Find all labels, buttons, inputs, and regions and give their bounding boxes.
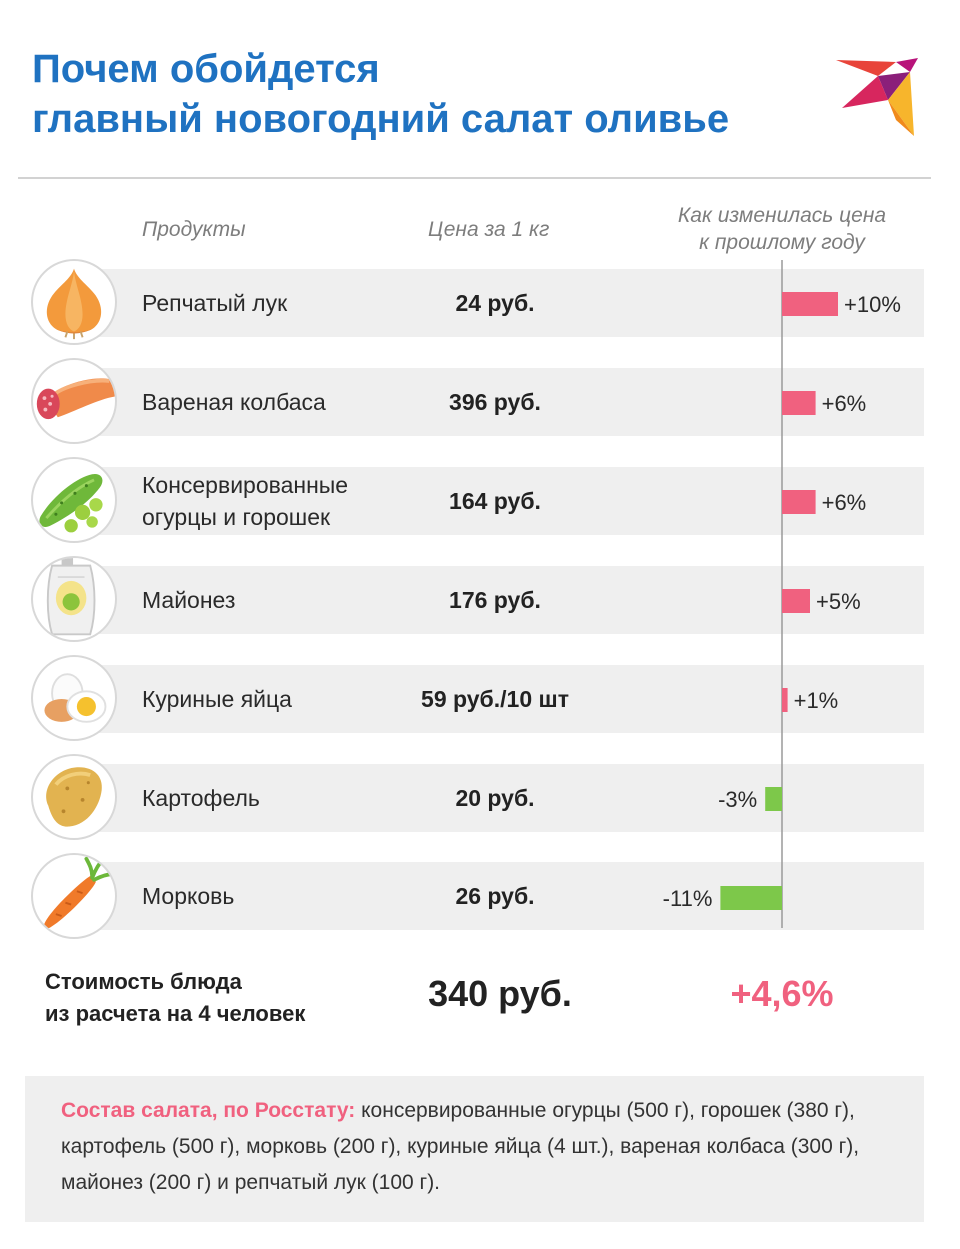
change-bar: [782, 589, 810, 613]
price-eggs: 59 руб./10 шт: [421, 686, 569, 712]
price-change-chart: +10% +6% +6% +5% +1% -3% -11%: [663, 260, 901, 928]
change-bar: [782, 391, 816, 415]
change-bar: [765, 787, 782, 811]
header-change: Как изменилась цена к прошлому году: [650, 202, 914, 256]
product-name-line: Морковь: [142, 883, 235, 909]
change-label: +6%: [822, 391, 867, 416]
total-label-line-2: из расчета на 4 человек: [45, 1001, 306, 1026]
change-bar: [782, 292, 838, 316]
change-label: +5%: [816, 589, 861, 614]
egg-icon: [31, 655, 117, 741]
sausage-icon: [31, 358, 117, 444]
cucumber-peas-icon: [31, 457, 117, 543]
price-pickles: 164 руб.: [449, 488, 541, 514]
price-carrot: 26 руб.: [455, 883, 535, 909]
product-name-line: Майонез: [142, 587, 236, 613]
mayonnaise-icon: [31, 556, 117, 642]
product-name-line: Консервированные: [142, 472, 349, 498]
product-name-line: Куриные яйца: [142, 686, 292, 712]
change-bar: [782, 688, 788, 712]
bird-logo-icon: [836, 58, 918, 136]
product-name-carrot: Морковь: [142, 862, 412, 930]
change-bar: [782, 490, 816, 514]
change-label: +1%: [794, 688, 839, 713]
note-lead: Состав салата, по Росстату:: [61, 1099, 356, 1122]
recipe-note: Состав салата, по Росстату: консервирова…: [25, 1076, 924, 1222]
price-sausage: 396 руб.: [449, 389, 541, 415]
change-label: -11%: [663, 886, 713, 911]
row-band: [80, 764, 924, 832]
product-name-mayonnaise: Майонез: [142, 566, 412, 634]
title-line-1: Почем обойдется: [32, 47, 380, 91]
header-change-line-1: Как изменилась цена: [677, 204, 887, 227]
change-label: -3%: [718, 787, 757, 812]
price-mayonnaise: 176 руб.: [449, 587, 541, 613]
onion-icon: [31, 259, 117, 345]
potato-icon: [31, 754, 117, 840]
change-label: +10%: [844, 292, 901, 317]
product-name-eggs: Куриные яйца: [142, 665, 412, 733]
product-name-pickles: Консервированные огурцы и горошек: [142, 467, 412, 535]
row-band: [80, 862, 924, 930]
title-line-2: главный новогодний салат оливье: [32, 97, 730, 141]
page-title: Почем обойдется главный новогодний салат…: [32, 44, 729, 144]
header-change-line-2: к прошлому году: [699, 231, 865, 254]
total-change: +4,6%: [730, 973, 834, 1014]
carrot-icon: [31, 853, 117, 939]
header-price: Цена за 1 кг: [428, 218, 550, 241]
total-price: 340 руб.: [428, 973, 572, 1014]
note-text: консервированные огурцы (500 г), горошек…: [61, 1099, 860, 1194]
product-name-sausage: Вареная колбаса: [142, 368, 412, 436]
product-name-line: Вареная колбаса: [142, 389, 326, 415]
total-label: Стоимость блюда из расчета на 4 человек: [45, 966, 375, 1030]
product-name-line: Картофель: [142, 785, 260, 811]
change-bar: [720, 886, 782, 910]
product-name-line: огурцы и горошек: [142, 504, 331, 530]
product-name-line: Репчатый лук: [142, 290, 288, 316]
price-potato: 20 руб.: [455, 785, 535, 811]
product-name-onion: Репчатый лук: [142, 269, 412, 337]
header-products: Продукты: [142, 218, 246, 241]
total-label-line-1: Стоимость блюда: [45, 969, 242, 994]
price-onion: 24 руб.: [455, 290, 535, 316]
product-name-potato: Картофель: [142, 764, 412, 832]
title-divider: [18, 177, 931, 179]
change-label: +6%: [822, 490, 867, 515]
